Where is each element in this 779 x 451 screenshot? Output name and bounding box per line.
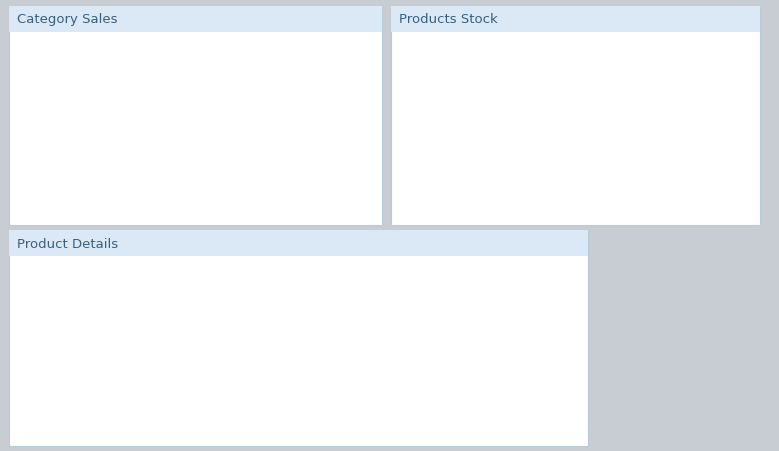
FancyBboxPatch shape [442,261,579,291]
FancyBboxPatch shape [442,321,579,350]
Text: Ipoh Coffee: Ipoh Coffee [207,301,267,311]
Bar [529,68,544,180]
Bar [557,124,572,180]
Text: Seafood: Seafood [257,115,300,125]
Text: PR004: PR004 [84,390,118,400]
Text: PR001: PR001 [83,301,120,311]
Text: PR002: PR002 [84,331,118,341]
FancyBboxPatch shape [305,321,442,350]
FancyBboxPatch shape [33,261,579,440]
FancyBboxPatch shape [305,291,442,321]
Text: PR005: PR005 [84,420,118,430]
Bar [428,166,443,180]
Text: Category: Category [347,271,400,281]
Bar [218,78,247,96]
FancyBboxPatch shape [305,410,442,440]
FancyBboxPatch shape [33,291,169,321]
FancyBboxPatch shape [442,380,579,410]
FancyBboxPatch shape [305,380,442,410]
Text: ✔: ✔ [506,390,515,400]
FancyBboxPatch shape [305,261,442,291]
FancyBboxPatch shape [305,350,442,380]
Bar [572,110,587,180]
Bar [218,144,247,162]
Text: OrderUnits: OrderUnits [679,125,731,135]
Text: Stock Units: Stock Units [679,92,734,101]
FancyBboxPatch shape [33,350,169,380]
FancyBboxPatch shape [442,410,579,440]
Wedge shape [48,61,114,124]
FancyBboxPatch shape [169,350,305,380]
Bar [443,88,458,180]
FancyBboxPatch shape [33,321,169,350]
Text: Confections: Confections [343,331,405,341]
Text: Category Sales: Category Sales [17,14,118,26]
FancyBboxPatch shape [169,261,305,291]
FancyBboxPatch shape [169,380,305,410]
Text: ✔: ✔ [506,301,515,311]
Text: ✔: ✔ [506,331,515,341]
Text: ✔: ✔ [506,420,515,430]
FancyBboxPatch shape [442,291,579,321]
Text: Seafood: Seafood [353,360,395,370]
Text: Products Stock: Products Stock [399,14,498,26]
Text: Cereals: Cereals [257,148,296,158]
Text: ProductID: ProductID [72,271,130,281]
Text: Beverages: Beverages [257,49,312,59]
Text: ReorderLevel: ReorderLevel [471,271,550,281]
Text: Confections: Confections [257,82,319,92]
Bar [218,177,247,195]
Wedge shape [97,59,178,124]
FancyBboxPatch shape [33,261,169,291]
Bar [599,124,615,180]
Wedge shape [114,107,180,166]
Text: Dairy Products: Dairy Products [336,420,412,430]
Bar [218,111,247,129]
FancyBboxPatch shape [169,410,305,440]
Text: Cereals: Cereals [354,390,393,400]
FancyBboxPatch shape [169,291,305,321]
Text: PR003: PR003 [84,360,118,370]
FancyBboxPatch shape [169,321,305,350]
Bar [486,138,501,180]
Text: Geitost: Geitost [219,420,256,430]
Text: Product Details: Product Details [17,237,118,250]
FancyBboxPatch shape [33,380,169,410]
FancyBboxPatch shape [442,350,579,380]
Bar [615,110,629,180]
Text: ProductName: ProductName [198,271,277,281]
Wedge shape [48,121,114,176]
Bar [514,110,529,180]
Bar [646,90,670,103]
Bar [471,124,486,180]
Bar [646,123,670,137]
FancyBboxPatch shape [19,261,33,440]
Wedge shape [72,124,165,190]
Bar [218,45,247,63]
Text: Vegie-Spread: Vegie-Spread [203,331,272,341]
Text: Filo Mix: Filo Mix [218,390,257,400]
Text: Beverages: Beverages [347,301,402,311]
Text: ✔: ✔ [506,360,515,370]
Text: Dairy Products: Dairy Products [257,181,333,191]
FancyBboxPatch shape [33,410,169,440]
Text: Ikura: Ikura [224,360,251,370]
